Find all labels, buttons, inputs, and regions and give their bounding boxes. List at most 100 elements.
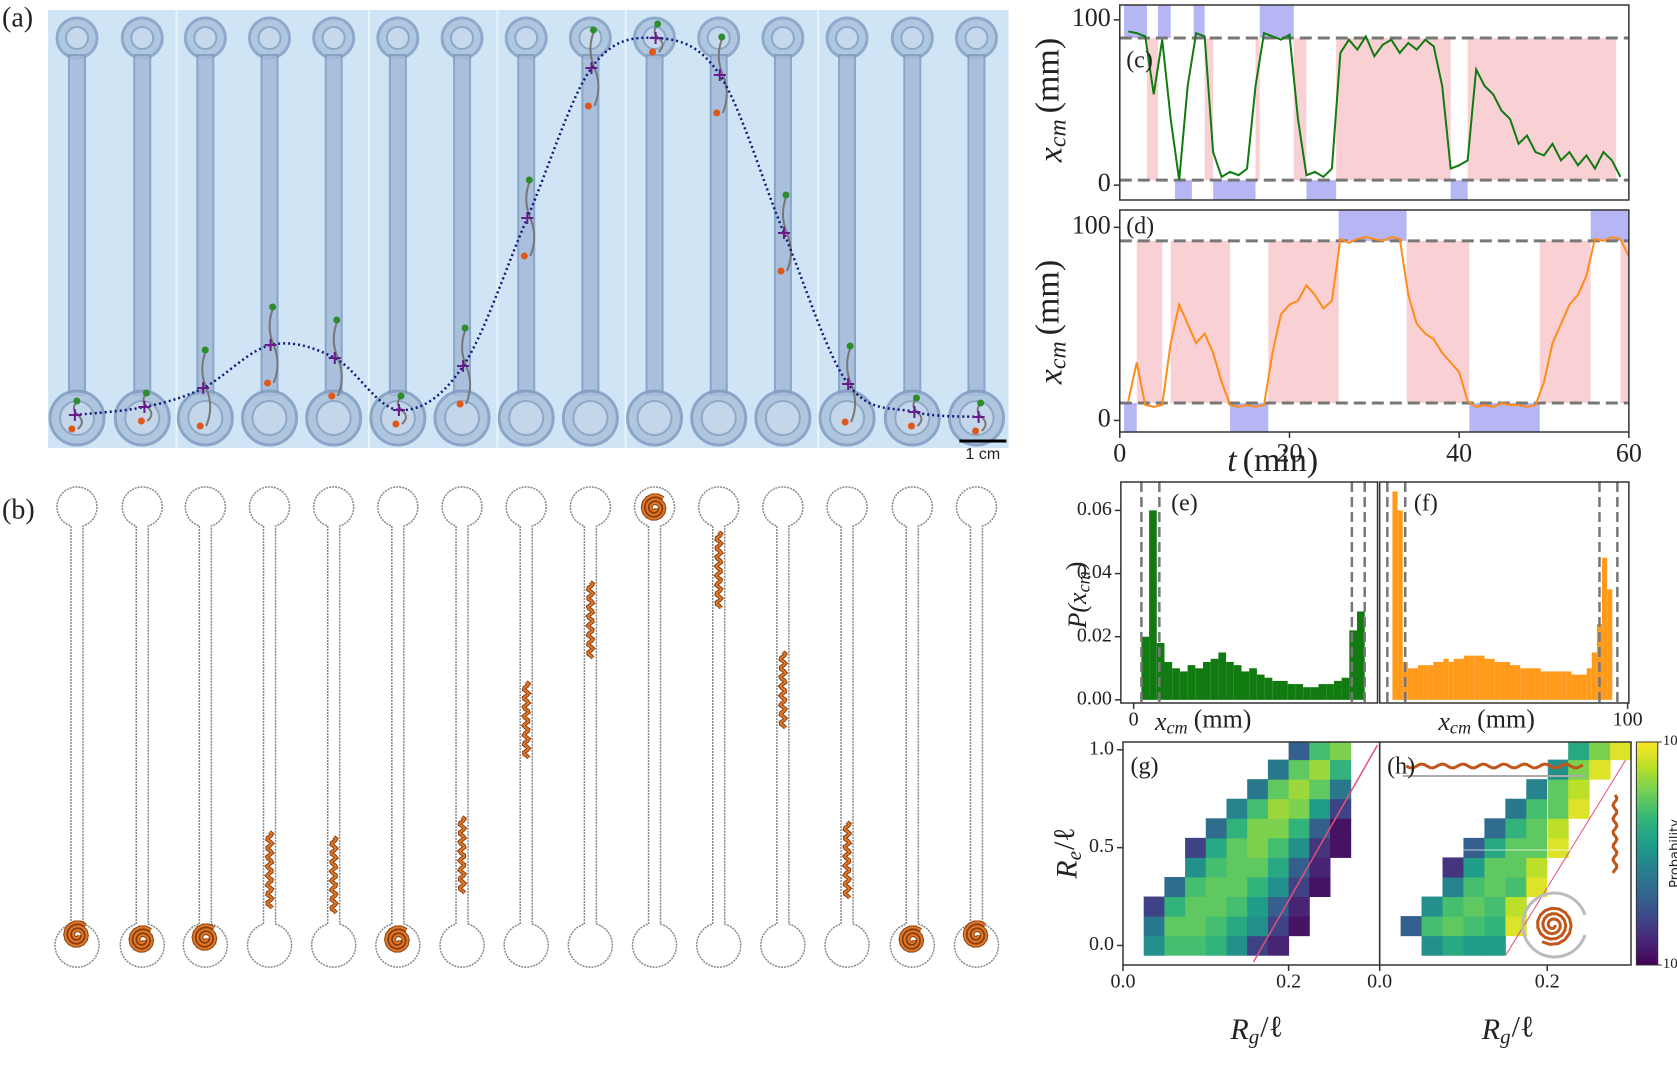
axis-label: xcm (mm)	[1154, 705, 1252, 738]
pink-interval	[1620, 240, 1629, 404]
worm-shape-core	[843, 821, 851, 899]
worm-tail	[777, 267, 785, 275]
histogram-bar	[1418, 665, 1424, 700]
heatmap-cell	[1484, 837, 1506, 858]
heatmap-cell	[1205, 876, 1227, 898]
heatmap-cell	[1288, 857, 1310, 878]
histogram-bar	[1474, 655, 1480, 700]
colorbar	[1635, 741, 1659, 966]
histogram-bar	[1349, 630, 1358, 700]
trajectory-cross	[713, 69, 726, 81]
axis-label-symbol: x	[1032, 147, 1069, 163]
colorbar-tick-base: 10	[1663, 956, 1677, 972]
heatmap-cell	[1463, 896, 1485, 917]
heatmap-cell	[1547, 779, 1569, 800]
plot-area	[1379, 742, 1632, 965]
heatmap-cell	[1267, 798, 1290, 819]
heatmap-cell	[1329, 742, 1352, 761]
heatmap-cell	[1589, 742, 1611, 761]
plot-area	[1140, 482, 1366, 703]
heatmap-cell	[1247, 837, 1269, 858]
histogram-bar	[1540, 671, 1546, 700]
worm-tail	[841, 418, 849, 426]
worm-head	[461, 324, 469, 332]
heatmap-cell	[1288, 916, 1310, 937]
trajectory-cross	[197, 382, 210, 394]
worm-tail	[584, 102, 592, 110]
worm-shape-core	[129, 926, 154, 952]
blue-interval-low	[1450, 180, 1468, 200]
x-tick-label: 100	[1613, 709, 1643, 731]
trajectory-cross	[457, 360, 470, 372]
heatmap-cell	[1463, 935, 1485, 956]
plot-area	[1143, 742, 1379, 963]
heatmap-cell	[1205, 896, 1227, 917]
axes-frame	[1378, 741, 1632, 966]
worm-tail	[196, 422, 204, 430]
heatmap-cell	[1463, 837, 1485, 858]
axis-label: Rg/ℓ	[1481, 1010, 1535, 1048]
histogram-bar	[1596, 624, 1603, 700]
heatmap-cell	[1329, 837, 1352, 858]
worm-shape-core	[779, 651, 787, 729]
heatmap-cell	[1226, 837, 1248, 858]
trajectory-cross	[777, 227, 790, 239]
axis-label: xcm (mm)	[1437, 705, 1535, 738]
axis-label-unit: /ℓ	[1048, 827, 1081, 850]
axis-label-subscript: cm	[1046, 119, 1072, 147]
axis-label-symbol: R	[1481, 1013, 1500, 1046]
x-tick-label: 0.2	[1535, 971, 1560, 993]
heatmap-cell	[1547, 837, 1569, 858]
worm-head	[525, 176, 533, 184]
worm-shape-core	[329, 836, 338, 914]
channel-bottom-hole	[187, 400, 224, 436]
axis-label-subscript: g	[1249, 1024, 1260, 1048]
axis-label-symbol: P(x	[1063, 592, 1092, 630]
heatmap-cell	[1309, 818, 1331, 839]
heatmap-cell	[1143, 935, 1165, 956]
heatmap-cell	[1288, 896, 1310, 917]
heatmap-cell	[1484, 916, 1506, 937]
axis-label-unit: (mm)	[1477, 705, 1535, 734]
heatmap-cell	[1463, 916, 1485, 937]
axis-label: Re/ℓ	[1048, 827, 1086, 879]
y-tick-label: 0.04	[1077, 561, 1112, 583]
axis-label-symbol: R	[1050, 860, 1083, 879]
histogram-bar	[1550, 671, 1557, 700]
histogram-bar	[1494, 661, 1500, 700]
data-line	[1127, 235, 1629, 408]
heatmap-cell	[1505, 857, 1527, 878]
axis-label-unit: (mm)	[1029, 260, 1066, 336]
histogram-bar	[1510, 665, 1516, 700]
histogram-bar	[1561, 671, 1567, 700]
trajectory-cross	[908, 406, 921, 418]
data-line	[1128, 30, 1622, 181]
heatmap-cell	[1526, 857, 1548, 878]
axis-label-symbol: R	[1229, 1013, 1248, 1046]
histogram-bar	[1591, 652, 1597, 700]
worm-shape-core	[192, 924, 217, 950]
panel-label: (b)	[2, 494, 35, 525]
worm-shape-core	[714, 531, 723, 609]
heatmap-cell	[1442, 876, 1464, 898]
trajectory-cross	[138, 401, 151, 413]
worm-head	[142, 389, 150, 397]
channel-bottom-hole	[829, 400, 866, 436]
heatmap-cell	[1484, 935, 1506, 956]
channel-outline	[246, 486, 293, 968]
worm-shape-core	[586, 581, 595, 659]
heatmap-cell	[1267, 837, 1290, 858]
axis-label-subscript: cm	[1046, 341, 1072, 369]
blue-interval-low	[1174, 180, 1192, 200]
y-tick-label: 0	[1098, 403, 1111, 432]
inset-coil-worm	[1536, 906, 1573, 946]
histogram-bar	[1341, 677, 1350, 700]
heatmap-cell	[1143, 896, 1165, 917]
heatmap-cell	[1309, 742, 1331, 761]
trajectory	[74, 36, 979, 419]
histogram-bar	[1586, 668, 1592, 700]
worm-head	[201, 346, 209, 354]
histogram-bar	[1556, 671, 1562, 700]
heatmap-cell	[1267, 896, 1290, 917]
x-tick-label: 0.2	[1276, 971, 1301, 993]
